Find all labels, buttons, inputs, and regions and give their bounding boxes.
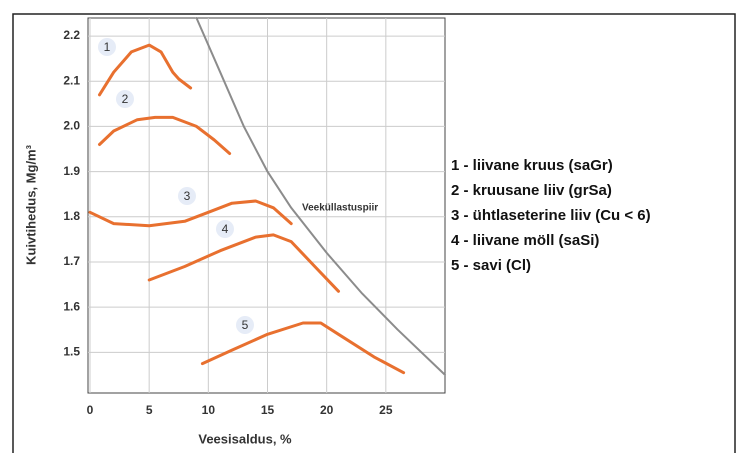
x-tick-label: 15 xyxy=(261,403,275,417)
curve-badge xyxy=(236,316,254,334)
curve-label: 4 xyxy=(222,222,229,236)
curve-label: 2 xyxy=(122,92,129,106)
legend-entry: 3 - ühtlaseterine liiv (Cu < 6) xyxy=(451,207,651,224)
curve-badge xyxy=(216,220,234,238)
curve-badge xyxy=(178,187,196,205)
curve-badge xyxy=(116,90,134,108)
legend-entry: 2 - kruusane liiv (grSa) xyxy=(451,182,612,199)
y-tick-label: 2.2 xyxy=(63,28,80,42)
legend-entry: 5 - savi (Cl) xyxy=(451,257,531,274)
x-tick-label: 0 xyxy=(87,403,94,417)
y-tick-label: 1.8 xyxy=(63,209,80,223)
curve-label: 1 xyxy=(104,40,111,54)
curve-label: 5 xyxy=(242,318,249,332)
legend-entry: 4 - liivane möll (saSi) xyxy=(451,232,599,249)
x-tick-label: 25 xyxy=(379,403,393,417)
y-tick-label: 1.9 xyxy=(63,164,80,178)
series-line xyxy=(98,43,193,97)
y-tick-label: 1.7 xyxy=(63,254,80,268)
y-tick-label: 2.0 xyxy=(63,119,80,133)
y-tick-label: 2.1 xyxy=(63,73,80,87)
series-line xyxy=(200,321,406,375)
series-line xyxy=(147,233,340,293)
plot-area xyxy=(87,17,446,394)
x-tick-label: 10 xyxy=(202,403,216,417)
y-tick-label: 1.5 xyxy=(63,345,80,359)
frame xyxy=(12,13,736,458)
x-tick-label: 5 xyxy=(146,403,153,417)
legend-entry: 1 - liivane kruus (saGr) xyxy=(451,157,613,174)
x-tick-label: 20 xyxy=(320,403,334,417)
saturation-label: Veeküllastuspiir xyxy=(302,203,378,214)
series-line xyxy=(88,199,293,228)
curve-badge xyxy=(98,38,116,56)
series-line xyxy=(98,115,232,155)
curve-label: 3 xyxy=(184,189,191,203)
x-axis-label: Veesisaldus, % xyxy=(198,431,292,446)
y-tick-label: 1.6 xyxy=(63,299,80,313)
saturation-line xyxy=(195,17,446,376)
y-axis-label: Kuivtihedus, Mg/m³ xyxy=(23,144,38,265)
